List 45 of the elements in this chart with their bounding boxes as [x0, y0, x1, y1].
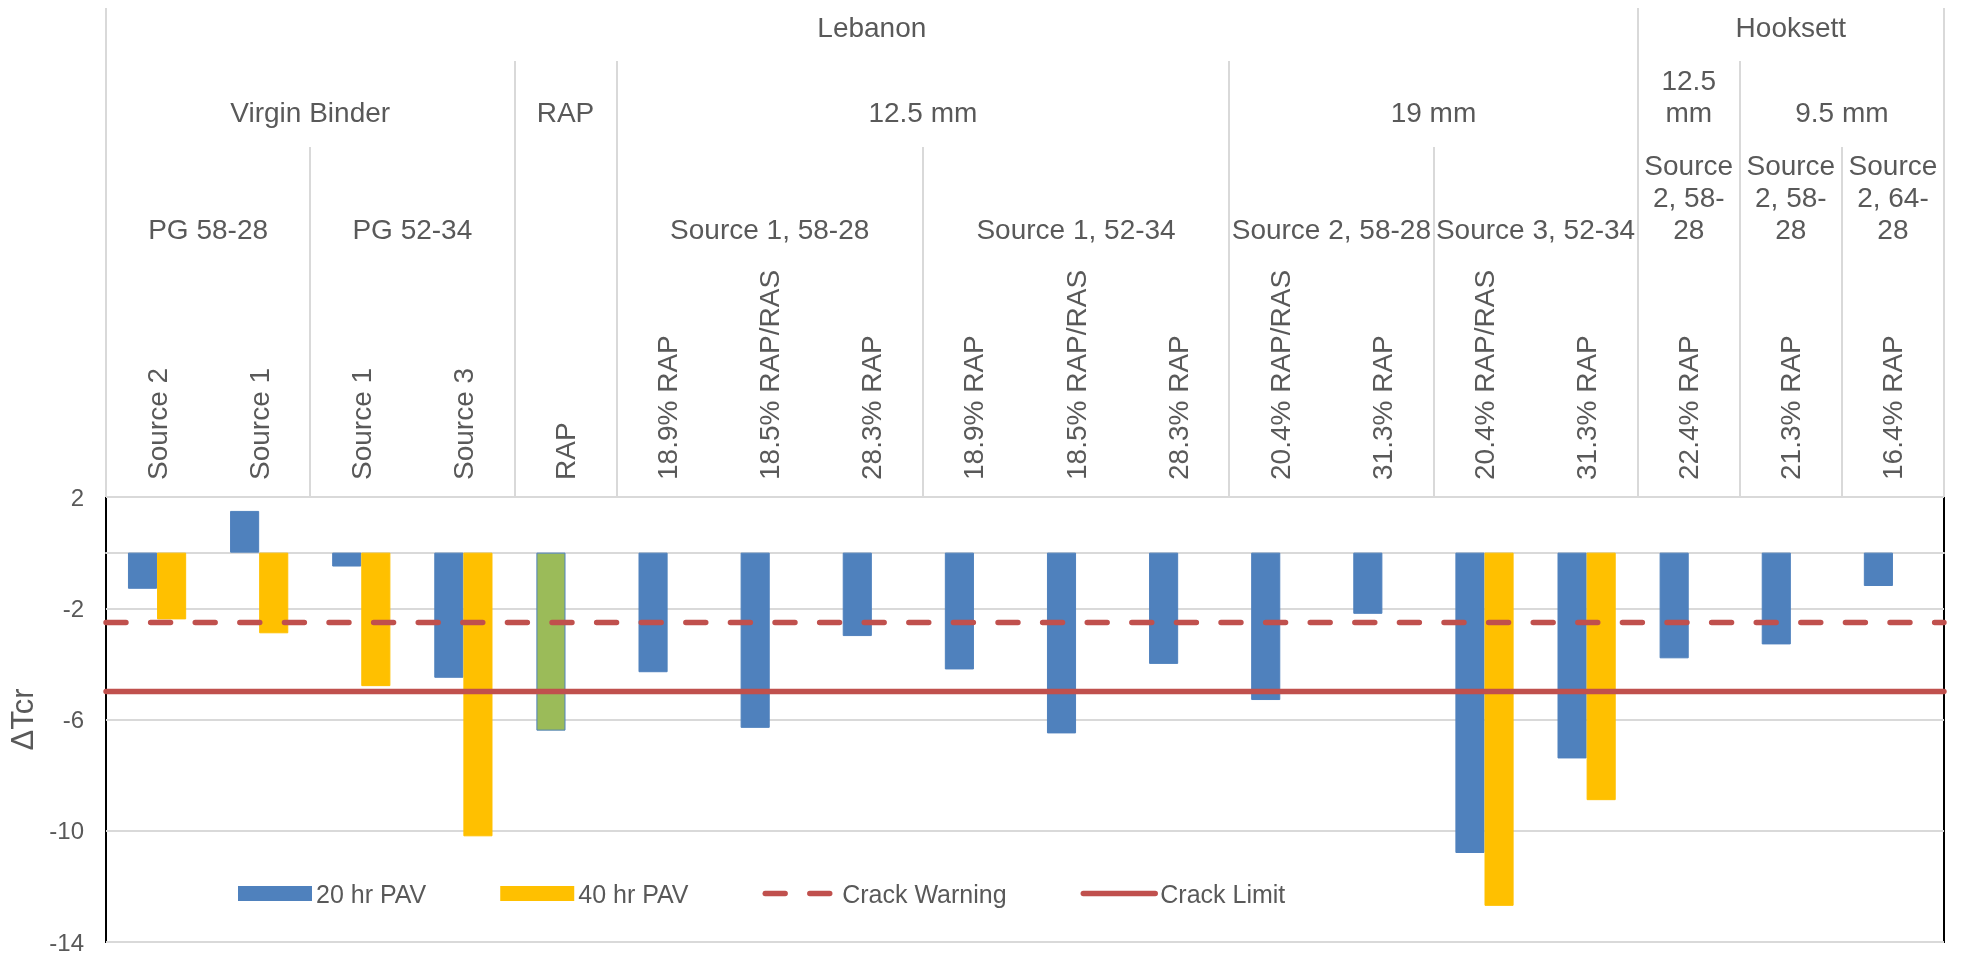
x-tick-label: 31.3% RAP — [1571, 335, 1603, 480]
source-note: Source 2, 64-28 — [1848, 149, 1938, 245]
y-tick-label: -2 — [62, 594, 84, 622]
x-tick-label: 22.4% RAP — [1673, 335, 1705, 480]
text: 19 mm — [1390, 96, 1477, 128]
legend-label: Crack Warning — [842, 879, 1007, 908]
text: 9.5 mm — [1795, 96, 1889, 128]
text: Hooksett — [1735, 11, 1847, 43]
x-tick-label: 20.4% RAP/RAS — [1469, 269, 1500, 480]
x-tick-label: Source 2 — [141, 367, 173, 480]
text: RAP — [536, 96, 595, 128]
x-tick-label: Source 1 — [243, 367, 275, 480]
x-tick-label: 20.4% RAP/RAS — [1264, 269, 1296, 480]
x-tick-label: 16.4% RAP — [1877, 335, 1909, 480]
x-tick-label: 31.3% RAP — [1366, 335, 1398, 480]
y-tick-label: 2 — [70, 483, 84, 511]
text: 12.5 mm — [868, 96, 978, 128]
legend-label: 20 hr PAV — [316, 879, 427, 908]
source-note: Source 2, 58-28 — [1644, 149, 1734, 245]
source-note: Source 2, 58-28 — [1231, 213, 1431, 245]
x-tick-label: 18.9% RAP — [958, 335, 990, 480]
source-note: Source 2, 58-28 — [1746, 149, 1836, 245]
legend-label: Crack Limit — [1160, 879, 1286, 908]
y-tick-label: -10 — [49, 817, 84, 845]
text: PG 52-34 — [352, 213, 473, 245]
source-note: Source 3, 52-34 — [1435, 213, 1636, 245]
source-note: Source 1, 58-28 — [670, 213, 870, 245]
x-tick-label: RAP — [550, 422, 581, 480]
x-tick-label: 18.5% RAP/RAS — [1060, 269, 1092, 480]
source-note: Source 1, 52-34 — [976, 213, 1176, 245]
x-tick-label: Source 3 — [447, 367, 479, 480]
y-axis-title: ΔTcr — [5, 688, 40, 751]
x-tick-label: 28.3% RAP — [856, 335, 888, 480]
x-tick-label: 18.9% RAP — [652, 335, 684, 480]
x-tick-label: Source 1 — [345, 367, 377, 480]
y-tick-label: -14 — [49, 928, 84, 956]
text: Virgin Binder — [230, 96, 391, 128]
x-tick-label: 21.3% RAP — [1775, 335, 1807, 480]
legend-label: 40 hr PAV — [578, 879, 689, 908]
text: PG 58-28 — [148, 213, 269, 245]
x-tick-label: 18.5% RAP/RAS — [754, 269, 786, 480]
text: Lebanon — [817, 11, 927, 43]
x-tick-label: 28.3% RAP — [1162, 335, 1194, 480]
text: 12.5 mm — [1661, 64, 1716, 128]
y-tick-label: -6 — [62, 706, 84, 733]
